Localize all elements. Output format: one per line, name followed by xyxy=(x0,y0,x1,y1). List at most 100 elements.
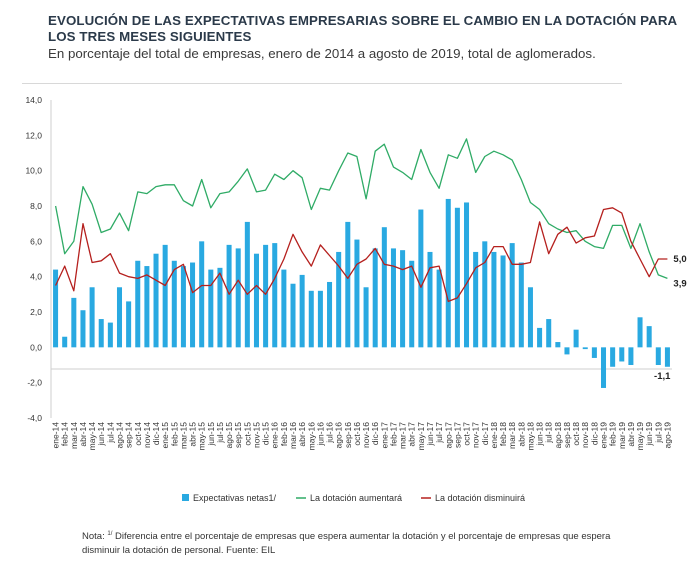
x-tick-label: ene-19 xyxy=(599,422,609,449)
line-dotacion-disminuira xyxy=(55,207,668,303)
x-tick-label: feb-16 xyxy=(279,422,289,446)
x-tick-label: abr-17 xyxy=(407,422,417,447)
bar xyxy=(646,326,652,348)
x-tick-label: abr-19 xyxy=(626,422,636,447)
bar xyxy=(390,248,396,348)
end-label-aumentara: 3,9 xyxy=(673,278,686,289)
bar xyxy=(244,221,250,348)
x-tick-label: ene-16 xyxy=(270,422,280,449)
x-tick-label: may-14 xyxy=(87,422,97,451)
bar xyxy=(98,319,104,348)
line-series xyxy=(54,138,668,303)
bar xyxy=(409,260,415,348)
bar xyxy=(71,297,77,348)
bar xyxy=(445,198,451,348)
y-axis: 14,0 12,0 10,0 8,0 6,0 4,0 2,0 0,0 -2,0 -4,0 xyxy=(25,95,42,423)
bar xyxy=(600,347,607,388)
footnote: Nota: 1/ Diferencia entre el porcentaje … xyxy=(82,528,642,557)
x-tick-label: mar-18 xyxy=(507,422,517,449)
bar xyxy=(336,251,342,348)
bar xyxy=(217,267,223,348)
bar xyxy=(107,322,113,348)
x-tick-label: ene-14 xyxy=(51,422,61,449)
y-tick-label: 14,0 xyxy=(25,95,42,105)
y-tick-label: -4,0 xyxy=(27,413,42,423)
note-prefix: Nota: xyxy=(82,531,108,543)
legend: Expectativas netas1/La dotación aumentar… xyxy=(182,493,525,503)
x-tick-label: dic-17 xyxy=(480,422,490,445)
x-tick-label: feb-14 xyxy=(60,422,70,446)
bar xyxy=(290,283,296,348)
x-tick-label: ago-15 xyxy=(224,422,234,449)
x-tick-label: abr-16 xyxy=(297,422,307,447)
x-tick-label: jul-17 xyxy=(434,422,444,444)
legend-swatch-bars xyxy=(182,494,189,501)
y-tick-label: 0,0 xyxy=(30,342,42,352)
end-label-expectativas: -1,1 xyxy=(654,371,671,382)
x-tick-label: feb-18 xyxy=(498,422,508,446)
x-tick-label: mar-16 xyxy=(288,422,298,449)
bar xyxy=(564,347,570,355)
bar xyxy=(619,347,625,362)
bar xyxy=(253,253,259,348)
legend-label-bars: Expectativas netas1/ xyxy=(193,493,277,503)
chart-subtitle: En porcentaje del total de empresas, ene… xyxy=(48,46,596,61)
end-labels: 5,0 3,9 -1,1 xyxy=(654,254,687,382)
x-tick-label: sep-18 xyxy=(562,422,572,448)
x-tick-label: may-16 xyxy=(306,422,316,451)
x-tick-label: jun-16 xyxy=(315,422,325,447)
x-tick-label: jul-15 xyxy=(215,422,225,444)
bar xyxy=(235,248,241,348)
title-divider xyxy=(22,83,622,84)
bar xyxy=(226,244,232,348)
x-tick-label: dic-15 xyxy=(261,422,271,445)
bar xyxy=(327,281,333,348)
note-superscript: 1/ xyxy=(107,531,113,537)
bar xyxy=(199,241,205,348)
x-tick-label: mar-19 xyxy=(617,422,627,449)
bar xyxy=(610,347,616,367)
x-tick-label: ago-17 xyxy=(443,422,453,449)
bar xyxy=(345,221,351,348)
bar xyxy=(527,287,533,348)
x-tick-label: ago-16 xyxy=(334,422,344,449)
y-tick-label: 6,0 xyxy=(30,236,42,246)
bar xyxy=(381,227,387,348)
bar xyxy=(546,319,552,348)
x-tick-label: may-17 xyxy=(416,422,426,451)
x-tick-label: dic-14 xyxy=(151,422,161,445)
x-tick-label: abr-14 xyxy=(78,422,88,447)
x-tick-label: jun-15 xyxy=(206,422,216,447)
x-tick-label: mar-17 xyxy=(398,422,408,449)
x-tick-label: abr-18 xyxy=(516,422,526,447)
bar xyxy=(418,209,424,348)
y-tick-label: 10,0 xyxy=(25,166,42,176)
x-tick-label: sep-17 xyxy=(452,422,462,448)
bar xyxy=(126,301,132,348)
x-tick-label: feb-17 xyxy=(388,422,398,446)
bar xyxy=(272,243,278,348)
x-tick-label: oct-18 xyxy=(571,422,581,446)
bar xyxy=(208,269,214,348)
y-tick-label: 4,0 xyxy=(30,272,42,282)
x-tick-label: oct-15 xyxy=(242,422,252,446)
x-tick-label: mar-15 xyxy=(178,422,188,449)
x-tick-label: sep-15 xyxy=(233,422,243,448)
x-tick-label: jun-17 xyxy=(425,422,435,447)
bar xyxy=(190,262,196,348)
x-tick-label: sep-16 xyxy=(343,422,353,448)
bar xyxy=(427,251,433,348)
x-tick-label: oct-17 xyxy=(462,422,472,446)
x-tick-label: jul-19 xyxy=(653,422,663,444)
bar xyxy=(628,347,634,365)
bar xyxy=(454,207,460,348)
x-tick-label: jul-16 xyxy=(325,422,335,444)
bar xyxy=(509,243,515,348)
x-tick-label: jun-19 xyxy=(644,422,654,447)
legend-label-aumentara: La dotación aumentará xyxy=(310,493,402,503)
bar xyxy=(180,266,186,348)
x-tick-label: ene-18 xyxy=(489,422,499,449)
x-tick-label: abr-15 xyxy=(188,422,198,447)
x-tick-label: nov-16 xyxy=(361,422,371,448)
y-tick-label: 2,0 xyxy=(30,307,42,317)
